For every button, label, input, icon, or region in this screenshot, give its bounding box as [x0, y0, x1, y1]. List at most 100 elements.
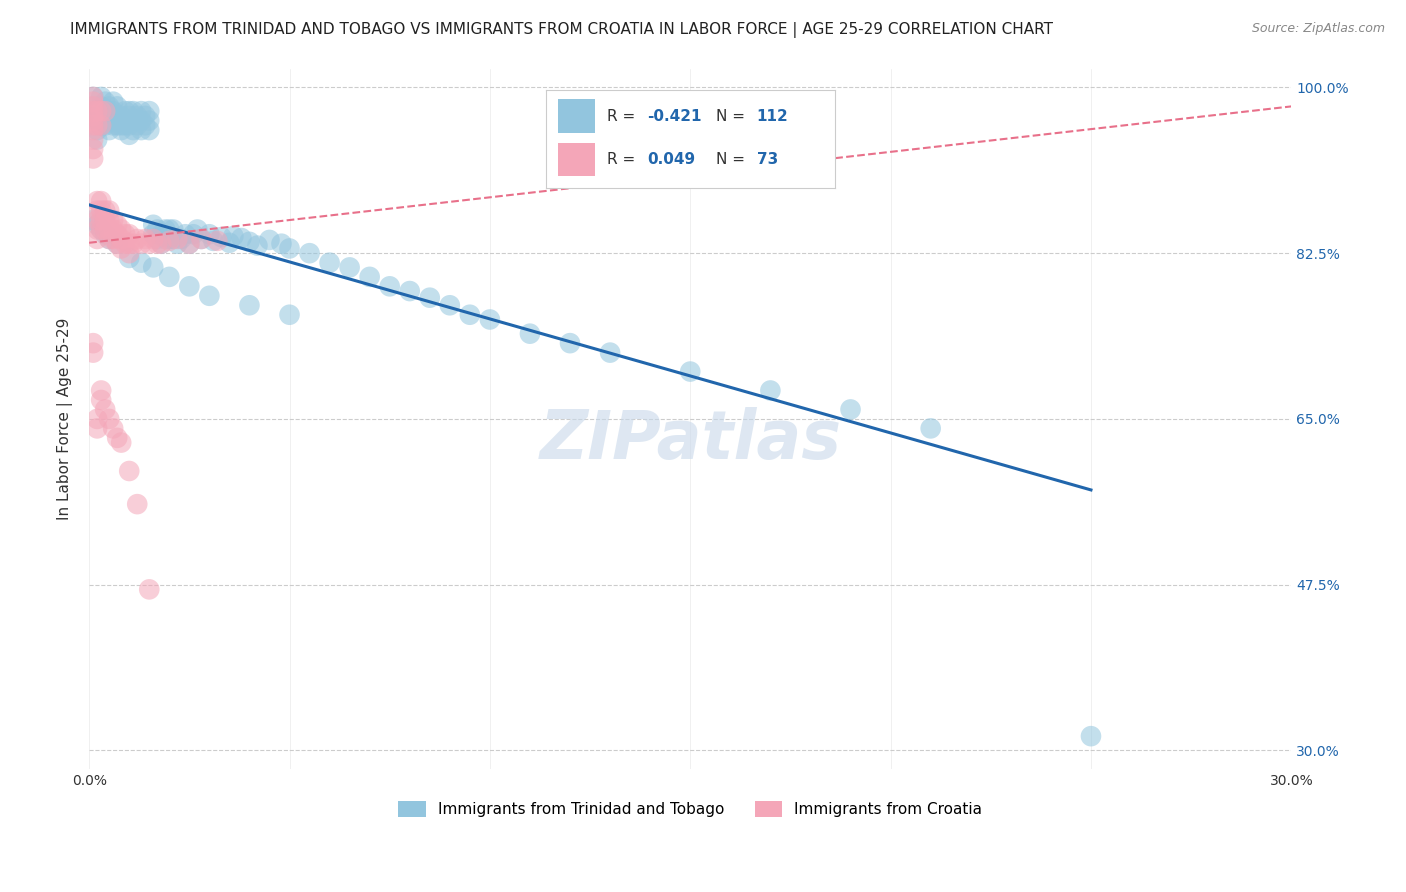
Point — [278, 242, 301, 256]
Point — [86, 123, 108, 137]
Point — [86, 421, 108, 435]
Point — [138, 113, 160, 128]
Point — [110, 119, 132, 133]
Point — [129, 255, 152, 269]
Point — [90, 213, 112, 227]
Point — [222, 229, 245, 244]
Point — [114, 119, 136, 133]
Legend: Immigrants from Trinidad and Tobago, Immigrants from Croatia: Immigrants from Trinidad and Tobago, Imm… — [391, 794, 990, 825]
Point — [82, 104, 104, 119]
Point — [90, 203, 112, 218]
Point — [839, 402, 862, 417]
Point — [155, 222, 177, 236]
Point — [105, 119, 128, 133]
Point — [186, 222, 208, 236]
Point — [359, 269, 381, 284]
Point — [118, 227, 141, 242]
Point — [127, 497, 149, 511]
Point — [150, 236, 173, 251]
Point — [94, 119, 117, 133]
Point — [105, 236, 128, 251]
Point — [122, 236, 145, 251]
Point — [759, 384, 782, 398]
Point — [179, 236, 201, 251]
Point — [82, 109, 104, 123]
Point — [146, 232, 169, 246]
Point — [94, 402, 117, 417]
Point — [114, 236, 136, 251]
Point — [118, 109, 141, 123]
Point — [90, 222, 112, 236]
Point — [134, 119, 156, 133]
Point — [110, 232, 132, 246]
Point — [198, 227, 221, 242]
Point — [162, 232, 184, 246]
Point — [179, 236, 201, 251]
Point — [134, 109, 156, 123]
Point — [270, 236, 292, 251]
Point — [114, 227, 136, 242]
Point — [118, 246, 141, 260]
Point — [118, 464, 141, 478]
Point — [98, 99, 121, 113]
Point — [218, 235, 240, 250]
Point — [142, 227, 165, 242]
Point — [105, 218, 128, 232]
Point — [82, 90, 104, 104]
Point — [94, 213, 117, 227]
Point — [86, 104, 108, 119]
Point — [110, 123, 132, 137]
Point — [90, 90, 112, 104]
Point — [110, 222, 132, 236]
Point — [157, 234, 180, 248]
Point — [378, 279, 401, 293]
Point — [98, 232, 121, 246]
Point — [238, 235, 260, 249]
Point — [98, 113, 121, 128]
Y-axis label: In Labor Force | Age 25-29: In Labor Force | Age 25-29 — [58, 318, 73, 520]
Point — [90, 99, 112, 113]
Point — [110, 242, 132, 256]
Point — [129, 236, 152, 251]
Point — [86, 218, 108, 232]
Point — [90, 119, 112, 133]
Point — [90, 104, 112, 119]
Point — [82, 99, 104, 113]
Point — [82, 119, 104, 133]
Point — [98, 104, 121, 119]
Point — [105, 236, 128, 251]
Point — [105, 109, 128, 123]
Point — [82, 132, 104, 146]
Point — [166, 236, 188, 251]
Point — [82, 142, 104, 156]
Point — [142, 232, 165, 246]
Point — [94, 203, 117, 218]
Point — [94, 104, 117, 119]
Point — [231, 231, 253, 245]
Point — [86, 104, 108, 119]
Point — [105, 431, 128, 445]
Point — [155, 232, 177, 246]
Point — [127, 119, 149, 133]
Point — [246, 238, 269, 252]
Point — [86, 222, 108, 236]
Point — [103, 119, 125, 133]
Point — [82, 99, 104, 113]
Point — [478, 312, 501, 326]
Point — [110, 435, 132, 450]
Point — [170, 232, 193, 246]
Point — [94, 109, 117, 123]
Point — [86, 119, 108, 133]
Point — [209, 230, 232, 244]
Point — [207, 234, 229, 248]
Point — [82, 123, 104, 137]
Point — [90, 119, 112, 133]
Point — [679, 365, 702, 379]
Point — [82, 152, 104, 166]
Point — [174, 227, 197, 242]
Point — [519, 326, 541, 341]
Point — [82, 95, 104, 109]
Point — [86, 232, 108, 246]
Point — [259, 233, 281, 247]
Point — [94, 222, 117, 236]
